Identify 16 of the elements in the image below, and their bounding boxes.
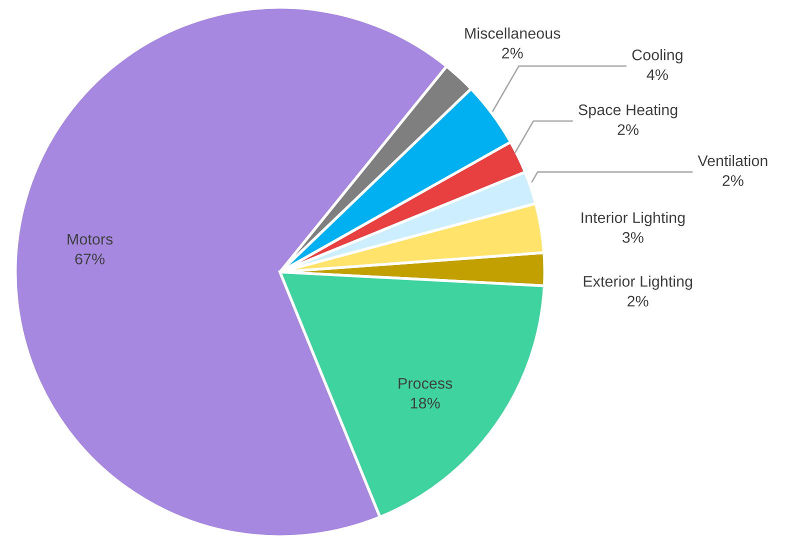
data-label: 2% [502,48,523,58]
slice-label: Miscellaneous [465,28,560,39]
data-label: 2% [618,124,639,135]
data-label: 3% [622,232,644,243]
data-label: 4% [646,69,668,80]
data-label: 18% [410,398,440,409]
data-label: 67% [75,254,105,264]
slice-label: Cooling [632,49,682,64]
slice-label: Motors [68,234,113,245]
slice-label: Process [398,378,452,389]
slice-label: Ventilation [698,154,768,166]
data-label: 2% [722,175,744,186]
slice-label: Space Heating [578,104,678,118]
slice-label: Exterior Lighting [584,276,692,290]
slice-label: Interior Lighting [582,212,685,226]
data-label: 2% [628,296,648,307]
